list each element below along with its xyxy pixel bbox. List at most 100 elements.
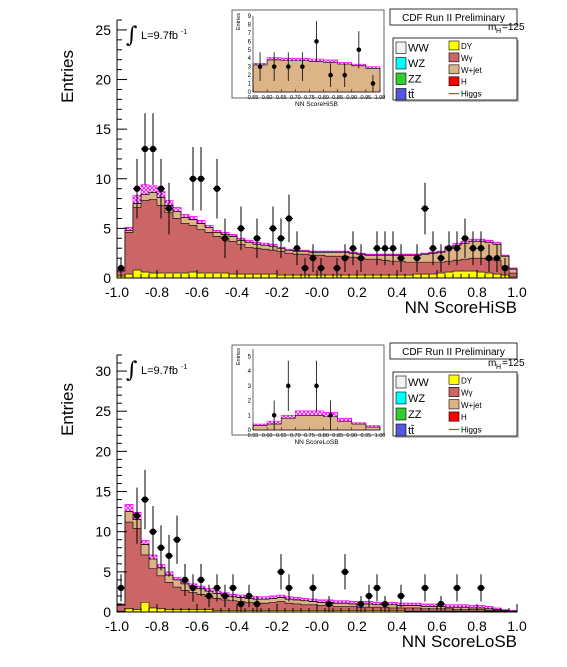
x-tick-label: -0.8 — [145, 284, 169, 300]
x-tick-label: 0.2 — [347, 618, 367, 634]
mass-subscript: H — [496, 28, 501, 35]
inset-x-tick-label: 0.75 — [304, 95, 315, 101]
data-point — [301, 264, 309, 272]
x-tick-label: 1.0 — [507, 284, 527, 300]
data-point — [501, 264, 509, 272]
y-tick-label: 25 — [95, 403, 111, 419]
y-tick-label: 25 — [95, 22, 111, 38]
data-point — [357, 254, 365, 262]
data-point — [365, 592, 373, 600]
data-point — [413, 254, 421, 262]
inset-x-axis-title: NN ScoreLoSB — [294, 439, 338, 446]
x-axis-title: NN ScoreLoSB — [402, 632, 517, 651]
inset-x-tick-label: 0.65 — [276, 433, 287, 439]
x-tick-label: -0.6 — [185, 284, 209, 300]
inset-y-tick-label: 3 — [248, 65, 252, 71]
inset-x-tick-label: 0.85 — [332, 433, 343, 439]
inset-x-tick-label: 0.85 — [332, 95, 343, 101]
data-point — [421, 205, 429, 212]
integral-symbol: ∫ — [126, 358, 138, 383]
inset-y-tick-label: 6 — [248, 39, 252, 45]
x-tick-label: -0.2 — [265, 618, 289, 634]
header-title: CDF Run II Preliminary — [402, 13, 505, 24]
data-point — [309, 254, 317, 262]
data-point — [437, 254, 445, 262]
legend-swatch — [448, 64, 460, 75]
legend-swatch — [448, 374, 460, 385]
inset-x-tick-label: 0.60 — [262, 95, 273, 101]
legend-swatch — [448, 411, 460, 422]
x-tick-label: -0.4 — [225, 284, 249, 300]
inset-y-tick-label: 5 — [248, 48, 252, 54]
lumi-superscript: -1 — [181, 29, 187, 36]
inset-data-point — [328, 412, 333, 418]
legend-swatch — [395, 41, 407, 54]
lumi-superscript: -1 — [181, 364, 187, 371]
data-point — [453, 584, 461, 592]
x-tick-label: 1.0 — [507, 618, 527, 634]
inset-x-tick-label: 0.70 — [290, 433, 301, 439]
x-tick-label: 0.6 — [427, 618, 447, 634]
x-tick-label: -1.0 — [105, 284, 129, 300]
data-point — [461, 235, 469, 242]
y-tick-label: 0 — [103, 270, 111, 286]
inset-x-tick-label: 0.55 — [248, 95, 259, 101]
legend-swatch — [395, 88, 407, 101]
legend-swatch — [395, 72, 407, 85]
y-tick-label: 10 — [95, 171, 111, 187]
data-point — [341, 254, 349, 262]
data-point — [149, 528, 157, 535]
inset-stack-area — [252, 414, 381, 431]
data-point — [133, 185, 141, 192]
inset-data-point — [271, 412, 277, 418]
x-tick-label: 0.4 — [387, 284, 407, 300]
data-point — [149, 145, 157, 153]
inset-x-tick-label: 1.00 — [375, 433, 386, 439]
y-tick-label: 10 — [95, 524, 111, 540]
inset-x-tick-label: 0.70 — [290, 95, 301, 101]
x-tick-label: 0.4 — [387, 618, 407, 634]
y-axis-title: Entries — [58, 383, 77, 436]
legend-label: WZ — [408, 393, 425, 405]
legend-swatch — [395, 423, 407, 437]
inset-y-tick-label: 2 — [248, 73, 252, 79]
legend-label: Wγ — [461, 54, 473, 63]
x-tick-label: -0.0 — [305, 618, 329, 634]
inset-data-point — [314, 383, 319, 389]
data-point — [181, 576, 189, 584]
inset-y-tick-label: 4 — [248, 56, 252, 62]
mass-value: =125 — [502, 358, 525, 369]
y-tick-label: 5 — [103, 220, 111, 236]
x-tick-label: 0.8 — [467, 284, 487, 300]
data-point — [373, 584, 381, 592]
data-point — [397, 254, 405, 262]
data-point — [445, 245, 453, 252]
data-point — [493, 254, 501, 262]
data-point — [221, 235, 229, 242]
legend-label: ZZ — [408, 74, 422, 86]
panel-losb: -1.0 -0.8 -0.6 -0.4 -0.2 -0.0 0.2 0.4 0.6 0.8 1.00… — [58, 342, 527, 651]
inset-y-tick-label: 5 — [248, 354, 252, 360]
mass-value: =125 — [502, 22, 525, 33]
header-box — [389, 8, 518, 26]
inset-y-tick-label: 1 — [248, 413, 252, 419]
wgamma-stack-area — [116, 521, 518, 613]
data-point — [285, 584, 293, 592]
data-point — [469, 245, 477, 252]
lumi-label: L=9.7fb — [141, 30, 178, 42]
data-point — [437, 600, 445, 608]
data-point — [197, 175, 205, 182]
data-point — [285, 215, 293, 222]
inset-data-point — [285, 383, 291, 389]
mass-subscript: H — [496, 364, 501, 371]
legend-swatch — [395, 407, 407, 421]
data-point — [453, 245, 461, 252]
inset-data-point — [328, 72, 333, 78]
inset-x-axis-title: NN ScoreHiSB — [295, 101, 338, 108]
data-point — [133, 512, 141, 519]
inset-y-tick-label: 2 — [248, 399, 252, 405]
legend-swatch — [395, 375, 407, 389]
data-point — [253, 600, 261, 608]
inset-x-tick-label: 0.95 — [361, 95, 372, 101]
legend-label: Higgs — [461, 90, 481, 99]
